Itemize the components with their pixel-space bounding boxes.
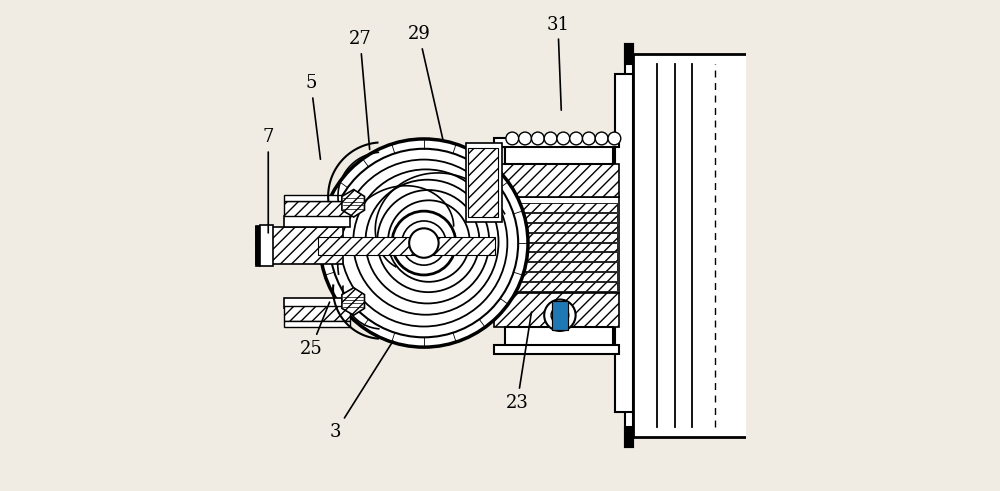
- Bar: [284, 321, 350, 327]
- Bar: [497, 272, 617, 281]
- Bar: [633, 54, 748, 437]
- Bar: [625, 427, 633, 447]
- Bar: [494, 197, 619, 293]
- Circle shape: [544, 300, 576, 331]
- Circle shape: [330, 149, 518, 337]
- Bar: [497, 262, 617, 271]
- Bar: [625, 44, 633, 447]
- Circle shape: [388, 200, 470, 282]
- Circle shape: [531, 132, 544, 145]
- Polygon shape: [342, 190, 364, 217]
- Bar: [254, 227, 343, 264]
- Bar: [497, 223, 617, 232]
- Circle shape: [551, 306, 569, 324]
- Bar: [505, 327, 613, 346]
- Bar: [552, 301, 568, 330]
- Bar: [497, 203, 617, 212]
- Circle shape: [340, 160, 507, 327]
- Bar: [468, 148, 498, 217]
- Bar: [284, 306, 350, 321]
- Text: 23: 23: [506, 312, 531, 411]
- Bar: [284, 216, 350, 227]
- Circle shape: [608, 132, 621, 145]
- Text: 7: 7: [263, 129, 274, 233]
- Text: 25: 25: [300, 302, 330, 357]
- Bar: [497, 213, 617, 222]
- Bar: [284, 298, 350, 308]
- Text: 27: 27: [349, 30, 371, 149]
- Circle shape: [570, 132, 582, 145]
- Bar: [625, 44, 633, 64]
- Text: 5: 5: [305, 75, 320, 159]
- Bar: [494, 138, 619, 147]
- Text: 3: 3: [330, 341, 393, 441]
- Circle shape: [409, 228, 439, 258]
- Bar: [552, 301, 568, 330]
- Circle shape: [582, 132, 595, 145]
- Circle shape: [595, 132, 608, 145]
- Bar: [615, 74, 633, 412]
- Bar: [318, 237, 495, 255]
- Circle shape: [519, 132, 531, 145]
- Polygon shape: [342, 288, 364, 315]
- Bar: [284, 195, 350, 201]
- Circle shape: [506, 132, 519, 145]
- Bar: [494, 164, 619, 197]
- Bar: [494, 293, 619, 327]
- Bar: [260, 225, 273, 266]
- Circle shape: [353, 169, 499, 315]
- Bar: [505, 145, 613, 164]
- Bar: [254, 225, 260, 266]
- Bar: [497, 282, 617, 291]
- Bar: [497, 243, 617, 251]
- Circle shape: [377, 190, 479, 292]
- Circle shape: [320, 139, 528, 347]
- Circle shape: [365, 180, 489, 303]
- Text: 31: 31: [546, 16, 569, 110]
- Bar: [497, 233, 617, 242]
- Bar: [466, 143, 502, 222]
- Bar: [494, 345, 619, 354]
- Bar: [497, 252, 617, 261]
- Circle shape: [557, 132, 570, 145]
- Circle shape: [544, 132, 557, 145]
- Bar: [284, 201, 350, 216]
- Polygon shape: [625, 427, 633, 447]
- Circle shape: [402, 221, 446, 265]
- Circle shape: [392, 211, 456, 275]
- Text: 29: 29: [408, 26, 443, 139]
- Polygon shape: [625, 44, 633, 64]
